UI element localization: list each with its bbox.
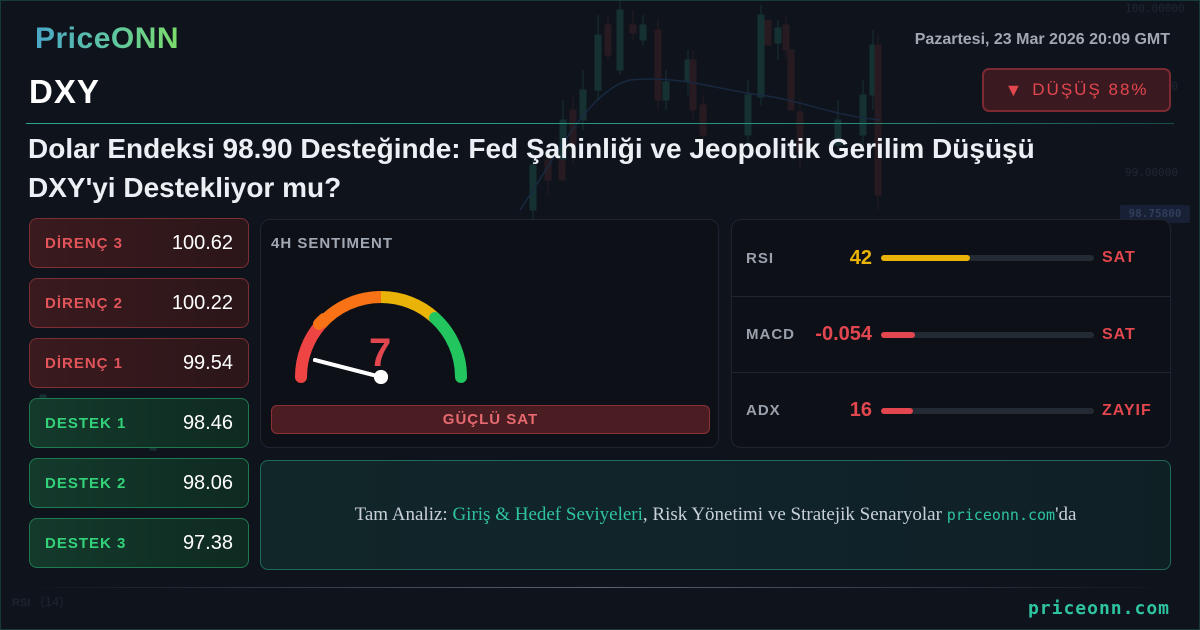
cta-banner[interactable]: Tam Analiz: Giriş & Hedef Seviyeleri, Ri… [260,460,1171,570]
indicator-name: RSI [746,249,775,267]
brand-logo[interactable]: PriceONN [35,22,180,55]
indicator-signal: ZAYIF [1102,401,1152,419]
headline-line-1: Dolar Endeksi 98.90 Desteğinde: Fed Şahi… [28,133,1035,164]
indicator-name: ADX [746,402,781,419]
indicators-card: RSI 42 SAT MACD -0.054 SAT ADX 16 ZAYIF [731,219,1171,448]
level-label: DESTEK 3 [45,534,127,552]
indicator-signal: SAT [1102,325,1136,343]
footer-site-link[interactable]: priceonn.com [1027,598,1170,619]
level-label: DİRENÇ 2 [45,294,124,312]
indicator-bar [881,331,1094,338]
price-levels: DİRENÇ 3 100.62 DİRENÇ 2 100.22 DİRENÇ 1… [29,218,249,578]
indicator-bar [881,255,1094,261]
indicator-bar-fill [881,407,913,414]
level-value: 100.22 [171,291,233,314]
sentiment-verdict: GÜÇLÜ SAT [271,405,710,434]
trend-badge-label: DÜŞÜŞ 88% [1032,80,1149,99]
triangle-down-icon: ▼ [1004,79,1023,100]
header-divider [26,123,1174,124]
level-support-3: DESTEK 3 97.38 [29,518,249,568]
current-price-tag: 98.75800 [1120,205,1190,223]
cta-prefix: Tam Analiz: [354,504,453,525]
level-value: 99.54 [182,351,233,374]
indicator-bar-fill [881,331,916,338]
level-value: 98.46 [182,411,233,434]
date-stamp: Pazartesi, 23 Mar 2026 20:09 GMT [914,31,1170,48]
level-value: 98.06 [182,471,233,494]
level-label: DİRENÇ 1 [45,354,124,372]
ticker-symbol: DXY [29,73,100,110]
indicator-name: MACD [746,326,795,343]
level-resistance-1: DİRENÇ 1 99.54 [29,338,249,388]
level-support-1: DESTEK 1 98.46 [29,398,249,448]
indicator-value: 16 [849,399,872,421]
indicator-signal: SAT [1102,249,1136,266]
level-resistance-2: DİRENÇ 2 100.22 [29,278,249,328]
level-resistance-3: DİRENÇ 3 100.62 [29,218,249,268]
cta-suffix: 'da [1055,504,1077,525]
footer-divider [24,587,1174,588]
sentiment-gauge-icon [294,290,467,384]
sentiment-score: 7 [369,331,392,375]
cta-site-link[interactable]: priceonn.com [946,506,1056,524]
gauge-needle-icon [313,358,388,384]
rsi-period: (14) [40,594,64,609]
indicator-row-macd: MACD -0.054 SAT [732,296,1170,372]
level-label: DESTEK 1 [45,414,127,432]
level-value: 100.62 [171,231,233,254]
cta-middle: , Risk Yönetimi ve Stratejik Senaryolar [642,504,947,525]
level-support-2: DESTEK 2 98.06 [29,458,249,508]
headline: Dolar Endeksi 98.90 Desteğinde: Fed Şahi… [28,129,1178,207]
sentiment-card: 4H SENTIMENT 7 GÜÇLÜ SAT [260,219,719,448]
level-value: 97.38 [182,531,233,554]
level-label: DİRENÇ 3 [45,234,124,252]
headline-line-2: DXY'yi Destekliyor mu? [28,172,342,203]
rsi-label: RSI [12,597,31,609]
axis-label: 99.00000 [1125,166,1178,179]
cta-text: Tam Analiz: Giriş & Hedef Seviyeleri, Ri… [355,504,1077,526]
indicator-row-rsi: RSI 42 SAT [732,220,1170,296]
trend-badge: ▼ DÜŞÜŞ 88% [982,68,1171,112]
rsi-pane-label: RSI (14) [12,594,63,609]
indicator-value: -0.054 [815,323,872,345]
sentiment-title: 4H SENTIMENT [271,235,394,252]
indicator-value: 42 [849,246,872,269]
axis-label: 100.00000 [1125,2,1185,15]
indicator-bar [881,407,1094,414]
level-label: DESTEK 2 [45,474,127,492]
indicator-bar-fill [881,255,971,261]
cta-highlight[interactable]: Giriş & Hedef Seviyeleri [452,504,643,525]
indicator-row-adx: ADX 16 ZAYIF [732,372,1170,448]
